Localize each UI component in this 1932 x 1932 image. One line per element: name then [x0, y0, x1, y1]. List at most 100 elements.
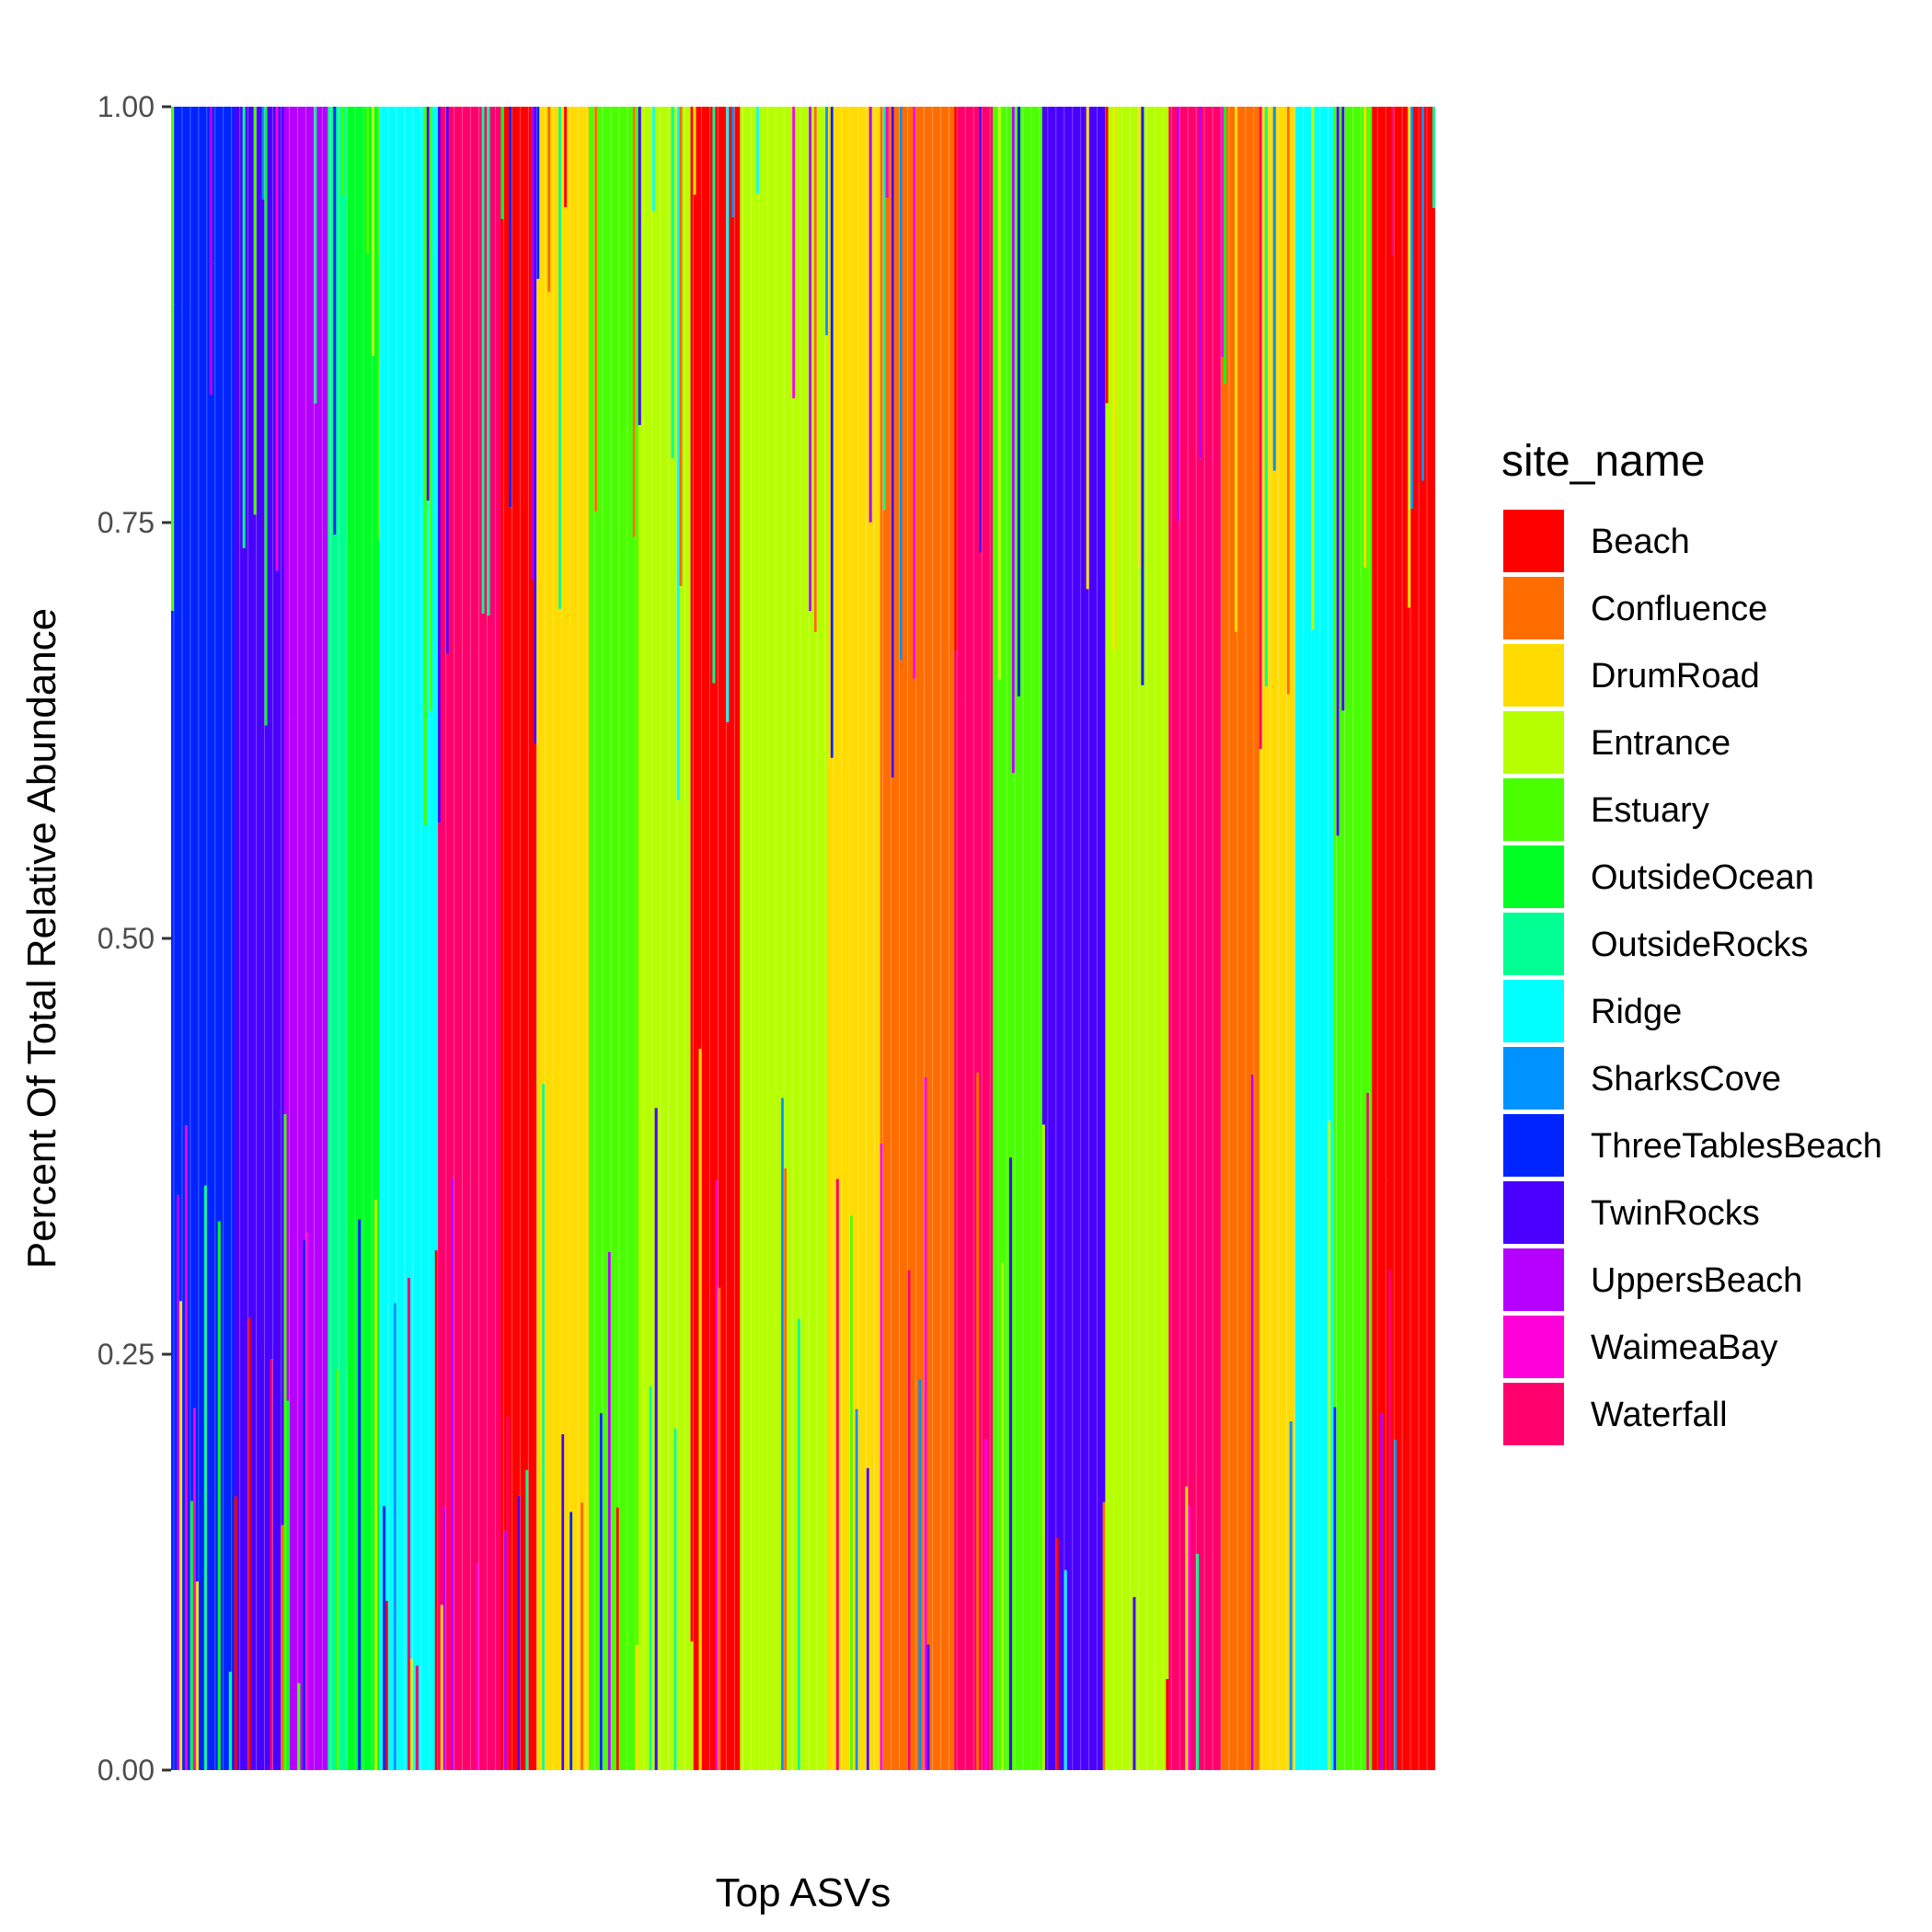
- bar-segment: [1001, 1262, 1005, 1770]
- bar-segment: [534, 743, 537, 1770]
- bar-segment: [1190, 107, 1194, 1770]
- bar-segment: [223, 107, 227, 1770]
- bar-segment: [429, 107, 433, 711]
- legend-key-swatch: [1503, 1383, 1564, 1445]
- bar-segment: [1116, 107, 1121, 1770]
- bar-segment: [1022, 107, 1027, 1770]
- bar-segment: [217, 1221, 222, 1770]
- bar-segment: [1341, 710, 1346, 1770]
- bar-segment: [404, 107, 408, 1770]
- bar-segment: [1075, 107, 1079, 1770]
- bar-segment: [437, 822, 442, 1770]
- bar-segment: [1339, 107, 1343, 1770]
- bar-segment: [984, 1439, 988, 1770]
- bar-segment: [283, 1114, 288, 1770]
- bar-segment: [333, 535, 337, 1770]
- legend-key-swatch: [1503, 1114, 1564, 1177]
- bar-segment: [1374, 107, 1378, 1770]
- bar-segment: [682, 107, 686, 1770]
- bar-segment: [1188, 107, 1191, 1506]
- bar-segment: [409, 1658, 414, 1770]
- bar-segment: [904, 107, 909, 1770]
- legend-key-label: Estuary: [1591, 791, 1709, 830]
- bar-segment: [937, 107, 941, 1770]
- bar-segment: [615, 1507, 620, 1770]
- bar-segment: [528, 107, 532, 1770]
- bar-segment: [1421, 107, 1425, 481]
- bar-segment: [1399, 107, 1403, 1770]
- bar-segment: [481, 613, 486, 1770]
- bar-segment: [569, 107, 573, 1512]
- bar-segment: [325, 107, 328, 1770]
- bar-segment: [247, 107, 252, 1318]
- bar-segment: [314, 403, 317, 1770]
- bar-segment: [993, 107, 996, 1770]
- bar-segment: [1272, 470, 1277, 1770]
- bar-segment: [1224, 107, 1227, 384]
- bar-segment: [621, 107, 626, 1770]
- bar-segment: [1050, 107, 1054, 1770]
- bar-segment: [1047, 107, 1052, 1770]
- bar-segment: [443, 107, 447, 1508]
- bar-segment: [805, 107, 810, 311]
- bar-segment: [531, 107, 535, 581]
- bar-segment: [303, 107, 306, 1240]
- bar-segment: [467, 107, 472, 1770]
- bar-segment: [1009, 107, 1013, 1158]
- bar-segment: [228, 1672, 233, 1770]
- bar-segment: [247, 1317, 252, 1770]
- bar-segment: [454, 107, 458, 1770]
- bar-segment: [918, 107, 923, 1379]
- bar-segment: [855, 107, 859, 1409]
- bar-segment: [173, 305, 178, 1770]
- bar-segment: [679, 585, 684, 1770]
- bar-segment: [902, 107, 906, 1770]
- bar-segment: [178, 107, 183, 1302]
- bar-segment: [838, 107, 843, 1770]
- bar-segment: [525, 107, 529, 1470]
- bar-segment: [234, 1496, 238, 1770]
- bar-segment: [1391, 254, 1395, 1770]
- bar-segment: [951, 107, 955, 1770]
- bar-segment: [534, 107, 537, 744]
- bar-segment: [690, 1641, 695, 1770]
- bar-segment: [1213, 107, 1216, 1770]
- bar-segment: [217, 107, 222, 1222]
- bar-segment: [857, 107, 862, 1770]
- bar-segment: [1202, 107, 1205, 1770]
- bar-segment: [374, 1200, 378, 1770]
- bar-segment: [1094, 107, 1098, 1770]
- bar-segment: [1333, 1407, 1338, 1770]
- bar-segment: [784, 1168, 788, 1770]
- bar-segment: [607, 1251, 612, 1770]
- bar-segment: [1080, 107, 1085, 1770]
- bar-segment: [935, 107, 938, 1770]
- legend-key-swatch: [1503, 1181, 1564, 1244]
- bar-segment: [882, 107, 887, 511]
- bar-segment: [610, 107, 615, 1770]
- bar-segment: [868, 522, 873, 1770]
- bar-segment: [503, 1530, 508, 1770]
- y-tick-label: 0.25: [98, 1338, 155, 1371]
- bar-segment: [176, 1194, 180, 1770]
- bar-segment: [1166, 107, 1169, 1679]
- bar-segment: [536, 279, 540, 1770]
- bar-segment: [270, 107, 274, 1360]
- bar-segment: [624, 107, 628, 1770]
- legend-key-label: TwinRocks: [1591, 1194, 1760, 1233]
- bar-segment: [495, 107, 500, 1770]
- bar-segment: [242, 107, 247, 548]
- bar-segment: [827, 107, 832, 1770]
- bar-segment: [187, 107, 191, 1770]
- bar-segment: [643, 107, 648, 1770]
- bar-segment: [1199, 458, 1202, 1770]
- bar-segment: [1177, 521, 1180, 1770]
- bar-segment: [1207, 107, 1211, 1770]
- bar-segment: [1278, 107, 1282, 1770]
- bar-segment: [1121, 107, 1126, 1770]
- bar-segment: [181, 107, 186, 1770]
- bar-segment: [1224, 383, 1227, 1770]
- bar-segment: [756, 193, 760, 1770]
- bar-segment: [1182, 107, 1186, 1770]
- bar-segment: [855, 1409, 859, 1770]
